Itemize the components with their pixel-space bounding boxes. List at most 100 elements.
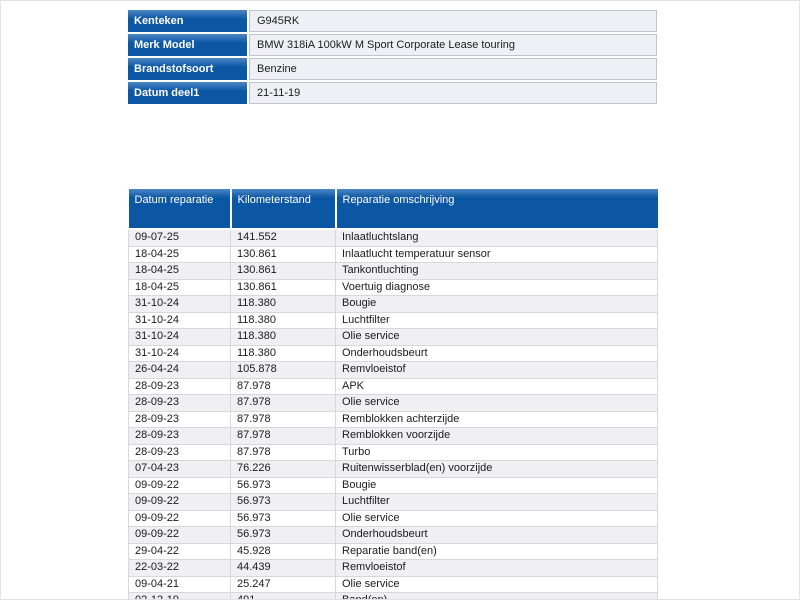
cell-reparatie-omschrijving: Remblokken voorzijde	[335, 427, 658, 445]
vehicle-info-value: Benzine	[249, 58, 657, 80]
cell-kilometerstand: 130.861	[230, 262, 336, 280]
cell-reparatie-omschrijving: Turbo	[335, 443, 658, 461]
cell-reparatie-omschrijving: Bougie	[335, 476, 658, 494]
table-row: 09-09-22 56.973 Luchtfilter	[128, 493, 658, 511]
vehicle-info-body: Kenteken G945RK Merk Model BMW 318iA 100…	[128, 10, 657, 104]
cell-reparatie-omschrijving: Remblokken achterzijde	[335, 410, 658, 428]
table-row: 09-09-22 56.973 Olie service	[128, 509, 658, 527]
table-row: 26-04-24 105.878 Remvloeistof	[128, 361, 658, 379]
table-row: 31-10-24 118.380 Luchtfilter	[128, 311, 658, 329]
cell-kilometerstand: 76.226	[230, 460, 336, 478]
cell-datum-reparatie: 18-04-25	[128, 278, 231, 296]
cell-datum-reparatie: 07-04-23	[128, 460, 231, 478]
cell-reparatie-omschrijving: Onderhoudsbeurt	[335, 526, 658, 544]
cell-reparatie-omschrijving: Tankontluchting	[335, 262, 658, 280]
cell-kilometerstand: 141.552	[230, 228, 336, 247]
vehicle-info-value: G945RK	[249, 10, 657, 32]
table-row: 18-04-25 130.861 Inlaatlucht temperatuur…	[128, 245, 658, 263]
cell-reparatie-omschrijving: Inlaatlucht temperatuur sensor	[335, 245, 658, 263]
vehicle-info-label: Kenteken	[128, 10, 247, 32]
cell-kilometerstand: 56.973	[230, 509, 336, 527]
cell-kilometerstand: 87.978	[230, 443, 336, 461]
cell-kilometerstand: 130.861	[230, 245, 336, 263]
cell-datum-reparatie: 29-04-22	[128, 542, 231, 560]
cell-reparatie-omschrijving: Voertuig diagnose	[335, 278, 658, 296]
cell-reparatie-omschrijving: Remvloeistof	[335, 559, 658, 577]
cell-reparatie-omschrijving: Ruitenwisserblad(en) voorzijde	[335, 460, 658, 478]
cell-kilometerstand: 45.928	[230, 542, 336, 560]
table-row: 28-09-23 87.978 APK	[128, 377, 658, 395]
repair-column-header: Reparatie omschrijving	[335, 189, 658, 230]
table-row: 09-04-21 25.247 Olie service	[128, 575, 658, 593]
table-row: 29-04-22 45.928 Reparatie band(en)	[128, 542, 658, 560]
cell-kilometerstand: 118.380	[230, 311, 336, 329]
cell-datum-reparatie: 28-09-23	[128, 377, 231, 395]
vehicle-info-label: Brandstofsoort	[128, 58, 247, 80]
table-row: 31-10-24 118.380 Bougie	[128, 295, 658, 313]
cell-reparatie-omschrijving: Olie service	[335, 328, 658, 346]
cell-datum-reparatie: 09-09-22	[128, 509, 231, 527]
cell-kilometerstand: 118.380	[230, 328, 336, 346]
cell-reparatie-omschrijving: Reparatie band(en)	[335, 542, 658, 560]
cell-datum-reparatie: 18-04-25	[128, 262, 231, 280]
cell-kilometerstand: 56.973	[230, 476, 336, 494]
vehicle-info-table: Kenteken G945RK Merk Model BMW 318iA 100…	[126, 8, 659, 106]
table-row: 09-09-22 56.973 Onderhoudsbeurt	[128, 526, 658, 544]
cell-kilometerstand: 118.380	[230, 344, 336, 362]
cell-reparatie-omschrijving: Inlaatluchtslang	[335, 228, 658, 247]
cell-kilometerstand: 44.439	[230, 559, 336, 577]
cell-datum-reparatie: 22-03-22	[128, 559, 231, 577]
cell-kilometerstand: 87.978	[230, 377, 336, 395]
cell-datum-reparatie: 09-04-21	[128, 575, 231, 593]
cell-reparatie-omschrijving: Luchtfilter	[335, 311, 658, 329]
cell-kilometerstand: 87.978	[230, 427, 336, 445]
cell-datum-reparatie: 28-09-23	[128, 443, 231, 461]
cell-kilometerstand: 56.973	[230, 526, 336, 544]
cell-kilometerstand: 25.247	[230, 575, 336, 593]
cell-datum-reparatie: 28-09-23	[128, 427, 231, 445]
repair-column-header: Kilometerstand	[230, 189, 337, 230]
cell-reparatie-omschrijving: Onderhoudsbeurt	[335, 344, 658, 362]
vehicle-info-value: 21-11-19	[249, 82, 657, 104]
table-row: 31-10-24 118.380 Olie service	[128, 328, 658, 346]
cell-reparatie-omschrijving: Olie service	[335, 575, 658, 593]
repair-table-body: 09-07-25 141.552 Inlaatluchtslang 18-04-…	[128, 228, 658, 599]
cell-datum-reparatie: 09-09-22	[128, 476, 231, 494]
cell-datum-reparatie: 31-10-24	[128, 344, 231, 362]
cell-kilometerstand: 56.973	[230, 493, 336, 511]
cell-reparatie-omschrijving: Remvloeistof	[335, 361, 658, 379]
cell-reparatie-omschrijving: Olie service	[335, 394, 658, 412]
vehicle-info-value: BMW 318iA 100kW M Sport Corporate Lease …	[249, 34, 657, 56]
table-row: 09-07-25 141.552 Inlaatluchtslang	[128, 228, 658, 247]
table-row: 07-04-23 76.226 Ruitenwisserblad(en) voo…	[128, 460, 658, 478]
table-row: 28-09-23 87.978 Remblokken achterzijde	[128, 410, 658, 428]
vehicle-info-label: Merk Model	[128, 34, 247, 56]
cell-datum-reparatie: 09-07-25	[128, 228, 231, 247]
vehicle-info-row: Merk Model BMW 318iA 100kW M Sport Corpo…	[128, 34, 657, 56]
cell-reparatie-omschrijving: Bougie	[335, 295, 658, 313]
table-row: 18-04-25 130.861 Tankontluchting	[128, 262, 658, 280]
vehicle-info-row: Datum deel1 21-11-19	[128, 82, 657, 104]
repair-table-header: Datum reparatie Kilometerstand Reparatie…	[128, 189, 658, 230]
cell-kilometerstand: 87.978	[230, 394, 336, 412]
vehicle-info-row: Kenteken G945RK	[128, 10, 657, 32]
repair-column-header: Datum reparatie	[128, 189, 232, 230]
repair-header-row: Datum reparatie Kilometerstand Reparatie…	[128, 189, 658, 230]
table-row: 18-04-25 130.861 Voertuig diagnose	[128, 278, 658, 296]
cell-kilometerstand: 130.861	[230, 278, 336, 296]
cell-kilometerstand: 87.978	[230, 410, 336, 428]
cell-kilometerstand: 491	[230, 592, 336, 599]
table-row: 02-12-19 491 Band(en)	[128, 592, 658, 599]
cell-datum-reparatie: 31-10-24	[128, 328, 231, 346]
repair-table: Datum reparatie Kilometerstand Reparatie…	[128, 189, 658, 599]
cell-datum-reparatie: 18-04-25	[128, 245, 231, 263]
table-row: 22-03-22 44.439 Remvloeistof	[128, 559, 658, 577]
cell-datum-reparatie: 28-09-23	[128, 394, 231, 412]
table-row: 28-09-23 87.978 Olie service	[128, 394, 658, 412]
table-row: 28-09-23 87.978 Turbo	[128, 443, 658, 461]
cell-kilometerstand: 118.380	[230, 295, 336, 313]
cell-datum-reparatie: 09-09-22	[128, 493, 231, 511]
cell-datum-reparatie: 09-09-22	[128, 526, 231, 544]
cell-datum-reparatie: 26-04-24	[128, 361, 231, 379]
